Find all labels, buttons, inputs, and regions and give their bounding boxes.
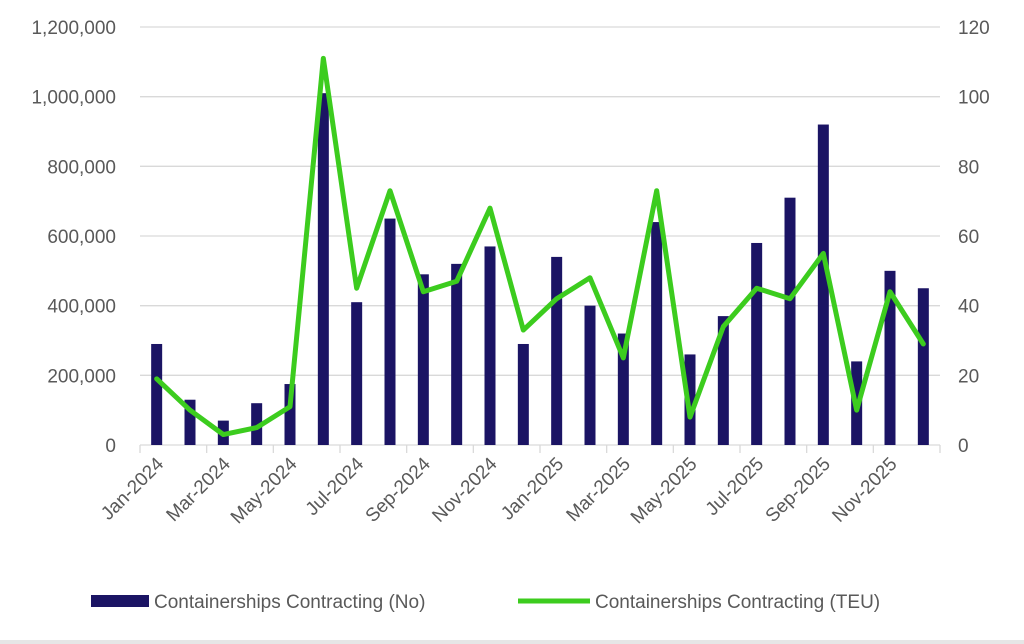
y-right-tick-label: 120 xyxy=(958,18,990,39)
y-left-tick-label: 800,000 xyxy=(47,157,116,178)
x-tick-label: Jan-2024 xyxy=(97,453,168,524)
y-left-tick-label: 1,200,000 xyxy=(31,18,116,39)
y-right-tick-label: 100 xyxy=(958,88,990,109)
bar xyxy=(451,263,463,445)
bar xyxy=(284,384,296,445)
x-tick-label: Sep-2025 xyxy=(762,454,835,527)
bar xyxy=(684,354,696,445)
bottom-divider xyxy=(0,640,1024,644)
y-left-tick-label: 400,000 xyxy=(47,297,116,318)
y-right-tick-label: 20 xyxy=(958,366,979,387)
legend-label-line: Containerships Contracting (TEU) xyxy=(595,592,880,613)
bar xyxy=(351,302,363,445)
x-tick-label: Jul-2025 xyxy=(702,454,768,520)
bar xyxy=(384,218,396,445)
legend-swatch-bar xyxy=(91,595,149,607)
line-series xyxy=(154,55,926,438)
x-tick-label: Sep-2024 xyxy=(362,453,435,526)
bar xyxy=(884,270,896,445)
bar xyxy=(251,403,263,445)
bar xyxy=(784,197,796,445)
x-tick-label: Jan-2025 xyxy=(497,454,568,525)
bar xyxy=(417,274,429,445)
y-right-tick-label: 0 xyxy=(958,436,969,457)
bar xyxy=(917,288,929,445)
x-tick-label: May-2024 xyxy=(227,453,302,528)
x-tick-label: Mar-2024 xyxy=(163,453,236,526)
bar xyxy=(551,256,563,445)
bar xyxy=(584,305,596,445)
bar xyxy=(517,343,529,445)
x-tick-label: Mar-2025 xyxy=(563,454,635,526)
bar xyxy=(317,93,329,445)
x-tick-label: Jul-2024 xyxy=(302,453,369,520)
x-tick-label: May-2025 xyxy=(627,454,702,529)
y-left-tick-label: 600,000 xyxy=(47,227,116,248)
bar xyxy=(617,333,629,445)
bar xyxy=(751,242,763,445)
y-right-tick-label: 60 xyxy=(958,227,979,248)
legend-label-bar: Containerships Contracting (No) xyxy=(154,592,425,613)
y-right-tick-label: 40 xyxy=(958,297,979,318)
x-tick-label: Nov-2024 xyxy=(428,453,501,526)
y-left-tick-label: 1,000,000 xyxy=(31,88,116,109)
bar xyxy=(817,124,829,446)
y-right-tick-label: 80 xyxy=(958,157,979,178)
bar xyxy=(484,246,496,445)
bar xyxy=(184,399,196,445)
bar xyxy=(717,316,729,445)
bar xyxy=(151,343,163,445)
x-tick-label: Nov-2025 xyxy=(828,454,901,527)
y-left-tick-label: 200,000 xyxy=(47,366,116,387)
bar xyxy=(651,222,663,445)
y-left-tick-label: 0 xyxy=(105,436,116,457)
